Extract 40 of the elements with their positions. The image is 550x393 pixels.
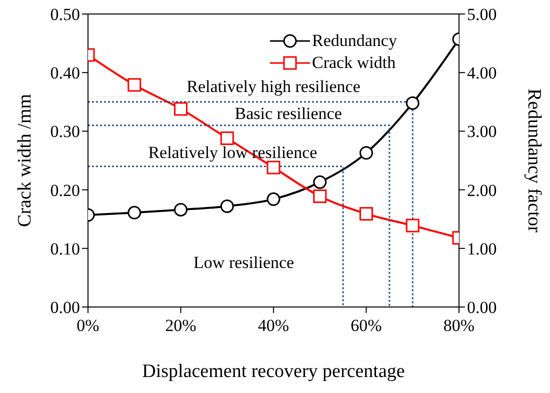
point [128,78,142,92]
point [313,189,327,203]
point [220,131,234,145]
x-axis-title: Displacement recovery percentage [142,361,405,382]
y-tick-label: 0.40 [50,64,80,83]
annotation: Low resilience [194,253,294,272]
y2-tick-label: 0.00 [467,298,497,318]
point [313,175,327,189]
point [360,207,373,221]
y-tick-label: 0.50 [50,5,80,24]
x-tick-label: 0% [76,316,100,336]
x-tick-label: 40% [258,316,290,336]
annotation: Relatively high resilience [186,77,360,96]
point [174,102,188,116]
y2-axis-title: Redundancy factor [523,88,544,234]
y2-tick-label: 4.00 [467,64,497,83]
y2-tick-label: 5.00 [467,5,497,24]
point [266,192,280,206]
x-tick-label: 80% [443,316,475,336]
y-tick-label: 0.30 [50,122,80,142]
x-tick-label: 60% [350,316,382,336]
point [406,96,420,110]
y-tick-label: 0.20 [50,180,80,200]
y-axis-title: Crack width /mm [14,94,36,227]
point [128,206,142,220]
annotation: Relatively low resilience [148,143,318,162]
point [360,146,373,160]
y-tick-label: 0.00 [50,298,80,318]
point [266,160,280,174]
point [406,218,420,232]
y2-tick-label: 2.00 [467,180,497,200]
y2-tick-label: 3.00 [467,122,497,142]
y2-tick-label: 1.00 [467,239,497,258]
y-tick-label: 0.10 [50,239,80,258]
legend-label: Crack width [312,53,396,73]
legend-label: Redundancy [312,31,397,51]
point [220,199,234,213]
annotation: Basic resilience [234,104,342,123]
point [174,202,188,216]
x-tick-label: 20% [165,316,196,336]
